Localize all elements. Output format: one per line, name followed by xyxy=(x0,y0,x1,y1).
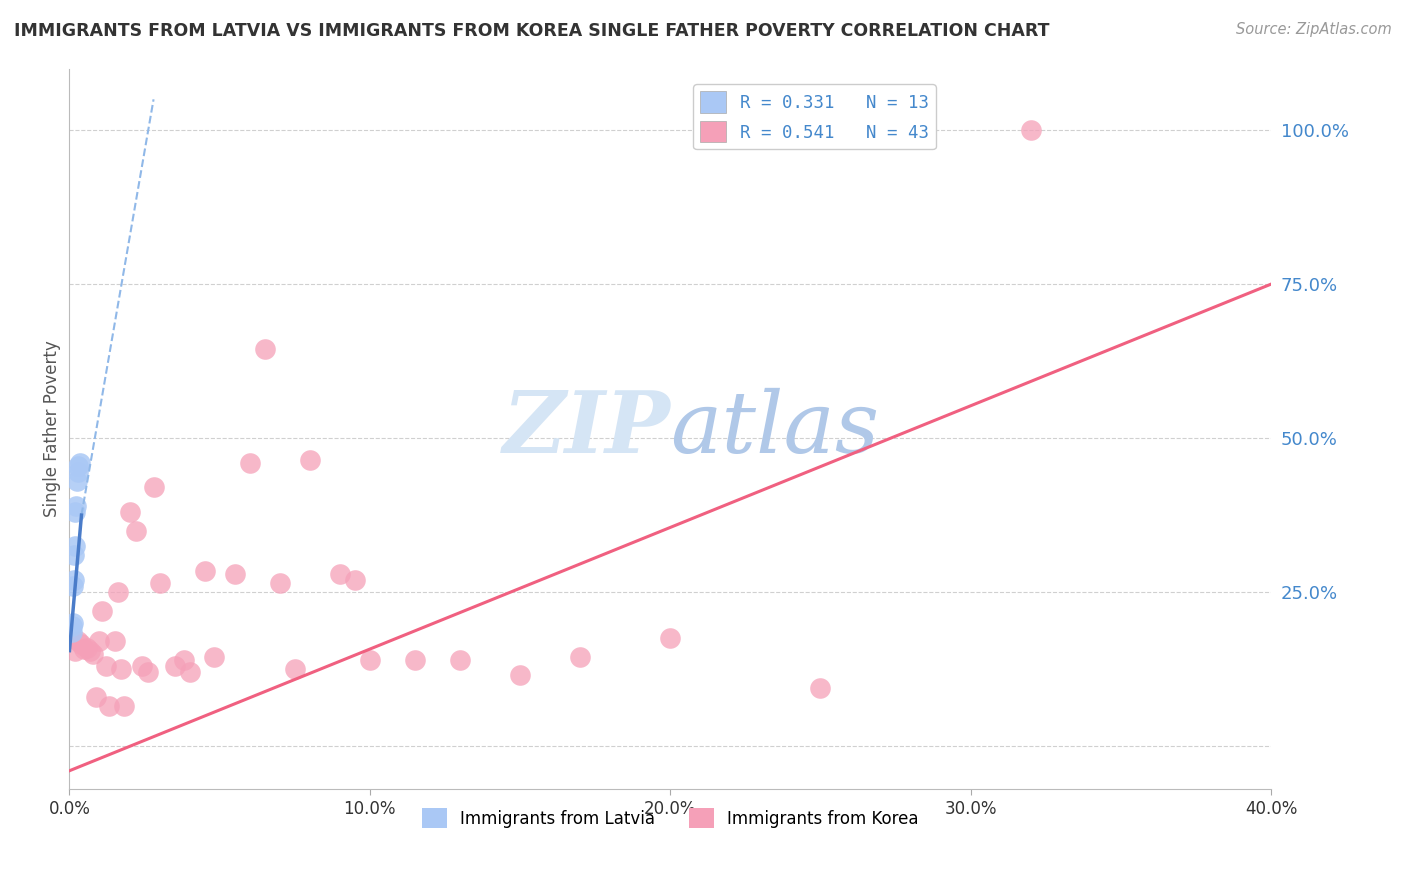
Point xyxy=(63,548,86,562)
Point xyxy=(224,566,246,581)
Point xyxy=(269,575,291,590)
Point xyxy=(148,575,170,590)
Point xyxy=(449,653,471,667)
Point xyxy=(70,637,93,651)
Point xyxy=(142,480,165,494)
Point xyxy=(112,699,135,714)
Text: atlas: atlas xyxy=(671,387,879,470)
Point xyxy=(569,649,592,664)
Point xyxy=(73,641,96,656)
Point xyxy=(66,474,89,488)
Point xyxy=(65,505,87,519)
Point xyxy=(103,634,125,648)
Point xyxy=(97,699,120,714)
Text: IMMIGRANTS FROM LATVIA VS IMMIGRANTS FROM KOREA SINGLE FATHER POVERTY CORRELATIO: IMMIGRANTS FROM LATVIA VS IMMIGRANTS FRO… xyxy=(14,22,1049,40)
Point xyxy=(163,659,186,673)
Point xyxy=(66,465,89,479)
Point xyxy=(63,539,86,553)
Point xyxy=(124,524,146,538)
Point xyxy=(810,681,832,695)
Point xyxy=(194,564,217,578)
Point xyxy=(202,649,225,664)
Point xyxy=(509,668,531,682)
Point xyxy=(136,665,159,680)
Point xyxy=(62,619,84,633)
Point xyxy=(65,643,87,657)
Point xyxy=(110,662,132,676)
Point xyxy=(118,505,141,519)
Point xyxy=(91,604,114,618)
Point xyxy=(62,615,84,630)
Point xyxy=(404,653,426,667)
Point xyxy=(67,458,90,473)
Point xyxy=(62,573,84,587)
Point xyxy=(253,342,276,356)
Point xyxy=(60,625,83,640)
Point xyxy=(173,653,195,667)
Point xyxy=(1019,123,1042,137)
Point xyxy=(284,662,307,676)
Point xyxy=(69,456,91,470)
Text: Source: ZipAtlas.com: Source: ZipAtlas.com xyxy=(1236,22,1392,37)
Legend: Immigrants from Latvia, Immigrants from Korea: Immigrants from Latvia, Immigrants from … xyxy=(415,801,925,835)
Text: ZIP: ZIP xyxy=(502,387,671,471)
Point xyxy=(239,456,262,470)
Point xyxy=(65,499,87,513)
Point xyxy=(79,643,101,657)
Point xyxy=(67,634,90,648)
Y-axis label: Single Father Poverty: Single Father Poverty xyxy=(44,341,60,517)
Point xyxy=(62,579,84,593)
Point xyxy=(329,566,352,581)
Point xyxy=(86,690,108,704)
Point xyxy=(107,585,129,599)
Point xyxy=(89,634,111,648)
Point xyxy=(76,640,98,655)
Point xyxy=(179,665,201,680)
Point xyxy=(94,659,117,673)
Point xyxy=(131,659,153,673)
Point xyxy=(359,653,381,667)
Point xyxy=(343,573,366,587)
Point xyxy=(659,632,682,646)
Point xyxy=(298,452,321,467)
Point xyxy=(82,647,104,661)
